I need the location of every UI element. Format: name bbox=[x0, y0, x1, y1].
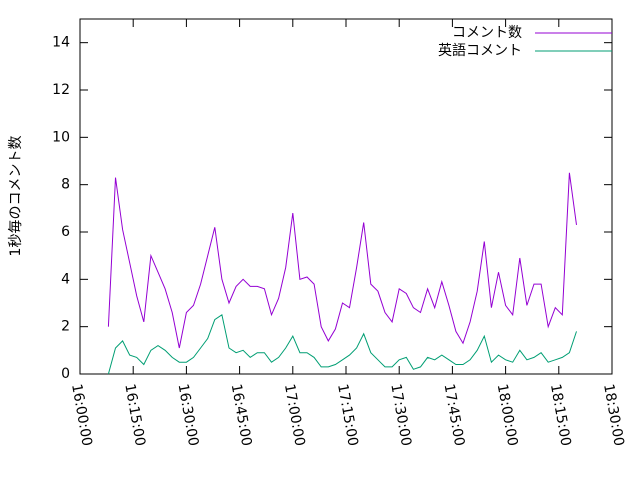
x-tick-label: 16:00:00 bbox=[68, 383, 95, 448]
series-line bbox=[107, 313, 577, 375]
y-axis-label: 1秒毎のコメント数 bbox=[8, 136, 24, 257]
plot-frame bbox=[79, 18, 613, 375]
x-tick-label: 17:30:00 bbox=[387, 383, 414, 448]
y-tick-label: 12 bbox=[52, 82, 70, 98]
x-tick-label: 17:45:00 bbox=[441, 383, 468, 448]
legend-label: 英語コメント bbox=[438, 42, 522, 59]
series-line bbox=[107, 172, 577, 349]
legend-label: コメント数 bbox=[452, 25, 522, 41]
x-tick-label: 18:30:00 bbox=[600, 383, 627, 448]
x-tick-label: 16:45:00 bbox=[228, 383, 255, 448]
y-tick-label: 4 bbox=[61, 271, 70, 287]
y-tick-label: 8 bbox=[61, 177, 70, 193]
y-tick-label: 2 bbox=[61, 319, 70, 335]
y-tick-label: 14 bbox=[52, 35, 70, 51]
y-tick-label: 6 bbox=[61, 224, 70, 240]
x-tick-label: 18:00:00 bbox=[494, 383, 521, 448]
x-tick-label: 17:00:00 bbox=[281, 383, 308, 448]
x-tick-label: 18:15:00 bbox=[547, 383, 574, 448]
x-tick-label: 17:15:00 bbox=[334, 383, 361, 448]
y-tick-label: 0 bbox=[61, 366, 70, 382]
y-tick-label: 10 bbox=[52, 129, 70, 145]
x-tick-label: 16:15:00 bbox=[121, 383, 148, 448]
x-tick-label: 16:30:00 bbox=[175, 383, 202, 448]
